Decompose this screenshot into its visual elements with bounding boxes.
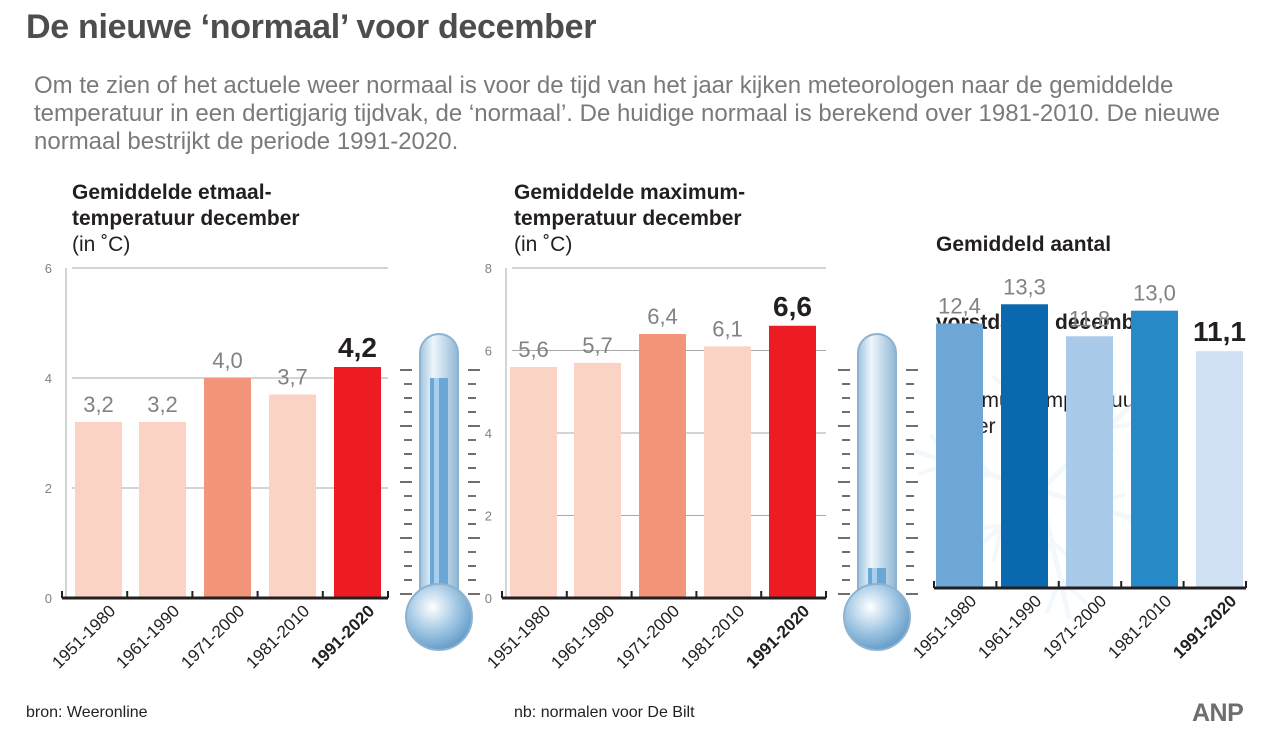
chart-mean-temperature: 0 2 4 6 3,2 3,2 4,0 3,7 4,2 1951-19801961-1990197… — [45, 261, 389, 672]
intro-text: Om te zien of het actuele weer normaal i… — [34, 72, 1221, 155]
y-tick-label: 0 — [45, 591, 52, 606]
data-label: 3,2 — [147, 392, 178, 417]
x-tick-label: 1951-1980 — [909, 591, 980, 662]
data-label: 13,0 — [1133, 281, 1176, 306]
thermometer-icon — [838, 333, 918, 651]
y-tick-label: 2 — [485, 509, 492, 524]
panel-title-line1: Gemiddelde etmaal- — [72, 181, 272, 204]
panel-unit-label: (in ˚C) — [514, 233, 573, 256]
y-tick-label: 6 — [45, 261, 52, 276]
x-tick-label: 1991-2020 — [307, 601, 378, 672]
x-tick-label: 1951-1980 — [48, 601, 119, 672]
anp-logo: ANP — [1192, 699, 1244, 727]
panel-title-mean-temp: Gemiddelde etmaal- temperatuur december … — [72, 180, 300, 258]
bar — [334, 367, 381, 598]
panel-title-max-temp: Gemiddelde maximum- temperatuur december… — [514, 180, 745, 258]
bar — [936, 323, 983, 588]
bar — [510, 367, 557, 598]
data-label: 11,1 — [1193, 316, 1246, 347]
bar — [204, 378, 251, 598]
bar — [269, 394, 316, 598]
x-tick-label: 1991-2020 — [742, 601, 813, 672]
bar — [1001, 304, 1048, 588]
bar — [574, 362, 621, 598]
data-label: 3,7 — [277, 365, 308, 390]
page-title: De nieuwe ‘normaal’ voor december — [26, 8, 597, 46]
data-label: 12,4 — [938, 293, 981, 318]
y-tick-label: 0 — [485, 591, 492, 606]
data-label: 4,0 — [212, 348, 243, 373]
data-label: 6,6 — [773, 291, 812, 322]
data-label: 5,6 — [518, 337, 549, 362]
data-label: 6,1 — [712, 316, 743, 341]
x-tick-label: 1961-1990 — [112, 601, 183, 672]
bar — [139, 422, 186, 598]
panel-title-line2: temperatuur december — [514, 207, 742, 230]
x-tick-label: 1981-2010 — [677, 601, 748, 672]
thermometer-icon — [400, 333, 480, 651]
bar — [1196, 351, 1243, 588]
x-tick-label: 1971-2000 — [177, 601, 248, 672]
y-tick-label: 4 — [485, 426, 492, 441]
x-tick-label: 1991-2020 — [1169, 591, 1240, 662]
data-label: 6,4 — [647, 304, 678, 329]
data-label: 3,2 — [83, 392, 114, 417]
y-tick-label: 4 — [45, 371, 52, 386]
y-tick-label: 6 — [485, 344, 492, 359]
bar — [704, 346, 751, 598]
panel-unit-label: (in ˚C) — [72, 233, 131, 256]
x-tick-label: 1981-2010 — [242, 601, 313, 672]
x-tick-label: 1961-1990 — [974, 591, 1045, 662]
y-tick-label: 8 — [485, 261, 492, 276]
panel-title-line1: Gemiddelde maximum- — [514, 181, 746, 204]
bar — [1131, 310, 1178, 588]
bar — [1066, 336, 1113, 588]
source-label: bron: Weeronline — [26, 704, 148, 721]
data-label: 13,3 — [1003, 274, 1046, 299]
data-label: 11,8 — [1069, 306, 1110, 331]
bar — [639, 334, 686, 598]
note-label: nb: normalen voor De Bilt — [514, 704, 695, 721]
x-tick-label: 1981-2010 — [1104, 591, 1175, 662]
x-tick-label: 1971-2000 — [612, 601, 683, 672]
panel-title-line1: Gemiddeld aantal — [936, 233, 1112, 256]
x-tick-label: 1961-1990 — [547, 601, 618, 672]
panel-title-line2: temperatuur december — [72, 207, 300, 230]
bar — [769, 325, 816, 598]
data-label: 5,7 — [582, 333, 613, 358]
y-tick-label: 2 — [45, 481, 52, 496]
bar — [75, 422, 122, 598]
data-label: 4,2 — [338, 332, 377, 363]
x-tick-label: 1951-1980 — [483, 601, 554, 672]
